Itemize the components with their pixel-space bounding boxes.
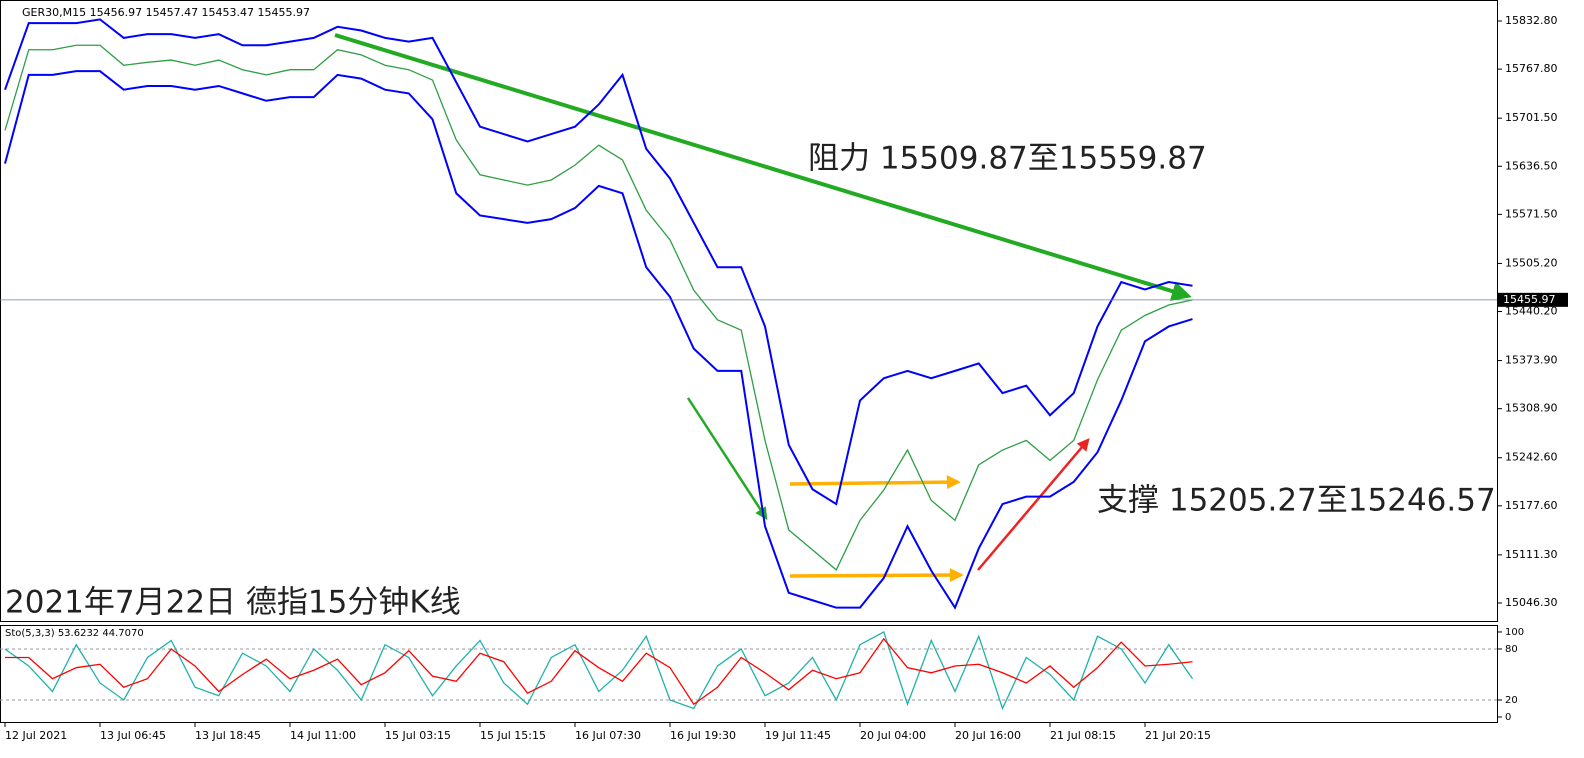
range-arrow bbox=[789, 475, 961, 490]
series-line bbox=[4, 631, 1194, 711]
series-line bbox=[5, 637, 1193, 706]
y-tick-label: 15505.20 bbox=[1505, 256, 1558, 269]
y-tick-label: 15767.80 bbox=[1505, 62, 1558, 75]
current-price-label: 15455.97 bbox=[1503, 293, 1556, 306]
chart-title: 2021年7月22日 德指15分钟K线 bbox=[5, 585, 461, 621]
y-tick-label: 15373.90 bbox=[1505, 354, 1558, 367]
indicator-frame bbox=[0, 625, 1498, 723]
y-tick-label: 15111.30 bbox=[1505, 548, 1558, 561]
y-tick-label: 15832.80 bbox=[1505, 14, 1558, 27]
y-tick-label: 15636.50 bbox=[1505, 159, 1558, 172]
x-tick-label: 16 Jul 07:30 bbox=[575, 729, 641, 742]
resistance-trendline bbox=[334, 33, 1192, 301]
y-tick-label: 15242.60 bbox=[1505, 451, 1558, 464]
x-tick-label: 14 Jul 11:00 bbox=[290, 729, 356, 742]
series-line bbox=[4, 18, 1193, 506]
chart-header: GER30,M15 15456.97 15457.47 15453.47 154… bbox=[22, 6, 310, 19]
x-tick-label: 20 Jul 04:00 bbox=[860, 729, 926, 742]
x-tick-label: 21 Jul 20:15 bbox=[1145, 729, 1211, 742]
x-tick-label: 21 Jul 08:15 bbox=[1050, 729, 1116, 742]
down-arrow bbox=[686, 397, 768, 521]
range-arrow bbox=[789, 568, 964, 583]
x-tick-label: 13 Jul 06:45 bbox=[100, 729, 166, 742]
indicator-label: Sto(5,3,3) 53.6232 44.7070 bbox=[5, 628, 144, 639]
y-tick-label: 20 bbox=[1505, 695, 1518, 706]
x-tick-label: 15 Jul 15:15 bbox=[480, 729, 546, 742]
series-line bbox=[4, 70, 1193, 610]
y-tick-label: 15177.60 bbox=[1505, 499, 1558, 512]
y-tick-label: 15308.90 bbox=[1505, 402, 1558, 415]
annotation: 支撑 15205.27至15246.57 bbox=[1097, 483, 1496, 519]
x-tick-label: 13 Jul 18:45 bbox=[195, 729, 261, 742]
y-tick-label: 80 bbox=[1505, 644, 1518, 655]
y-tick-label: 15046.30 bbox=[1505, 596, 1558, 609]
x-tick-label: 16 Jul 19:30 bbox=[670, 729, 736, 742]
main-frame bbox=[0, 0, 1498, 622]
annotation: 阻力 15509.87至15559.87 bbox=[808, 141, 1207, 177]
x-tick-label: 12 Jul 2021 bbox=[5, 729, 67, 742]
y-tick-label: 100 bbox=[1505, 627, 1524, 638]
current-price-box bbox=[1498, 292, 1568, 307]
series-line bbox=[4, 44, 1193, 571]
y-tick-label: 15701.50 bbox=[1505, 111, 1558, 124]
x-tick-label: 20 Jul 16:00 bbox=[955, 729, 1021, 742]
y-tick-label: 0 bbox=[1505, 712, 1511, 723]
x-tick-label: 19 Jul 11:45 bbox=[765, 729, 831, 742]
y-tick-label: 15571.50 bbox=[1505, 207, 1558, 220]
up-arrow bbox=[977, 438, 1090, 571]
y-tick-label: 15440.20 bbox=[1505, 305, 1558, 318]
x-tick-label: 15 Jul 03:15 bbox=[385, 729, 451, 742]
